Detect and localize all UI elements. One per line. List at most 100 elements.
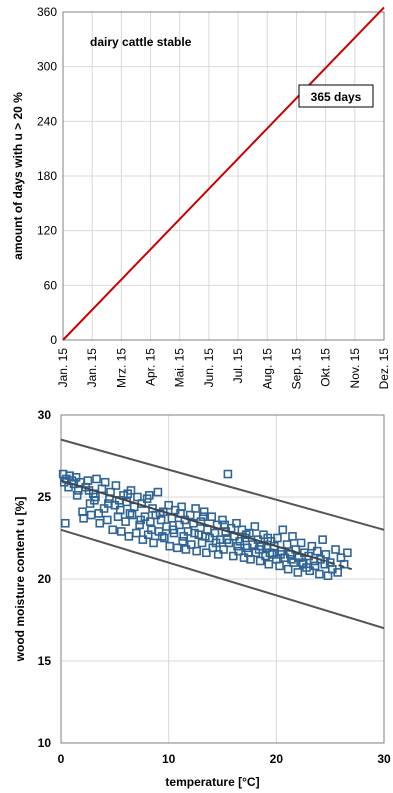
data-point xyxy=(276,550,285,559)
bottom-gridlines xyxy=(60,414,385,744)
data-point xyxy=(263,533,273,543)
data-point xyxy=(165,541,175,551)
data-point xyxy=(307,541,317,551)
callout-box: 365 days xyxy=(298,84,374,108)
data-point xyxy=(180,515,190,525)
data-point xyxy=(153,487,163,497)
data-point xyxy=(218,515,227,525)
data-point xyxy=(315,569,324,579)
top-y-axis-label: amount of days with u > 20 % xyxy=(11,92,25,260)
top-x-tick-label: Mrz. 15 xyxy=(114,348,128,388)
top-x-tick-label: Okt. 15 xyxy=(319,348,333,387)
top-x-tick-label: Jan. 15 xyxy=(56,348,70,388)
data-point xyxy=(115,505,125,515)
top-x-tick-label: Apr. 15 xyxy=(144,348,158,386)
top-x-tick-label: Dez. 15 xyxy=(377,348,391,390)
data-point xyxy=(186,540,196,549)
data-point xyxy=(246,555,255,564)
data-point xyxy=(154,527,164,536)
data-point xyxy=(235,536,245,546)
data-point xyxy=(310,561,320,571)
data-point xyxy=(318,535,327,544)
data-point xyxy=(221,527,231,536)
data-point xyxy=(183,527,193,536)
data-point xyxy=(267,550,277,559)
data-point xyxy=(280,553,290,562)
top-gridlines xyxy=(62,11,385,341)
top-plot-frame xyxy=(62,11,385,341)
data-point xyxy=(181,545,191,554)
data-point xyxy=(155,509,165,518)
data-point xyxy=(277,546,287,556)
bottom-x-tick-label: 0 xyxy=(58,752,65,766)
data-point xyxy=(259,530,268,540)
data-point xyxy=(175,520,184,530)
data-point xyxy=(256,541,266,551)
bound-lines xyxy=(60,438,385,630)
data-point xyxy=(287,555,296,564)
data-point xyxy=(213,550,223,559)
data-point xyxy=(167,514,177,523)
data-point xyxy=(78,507,87,517)
data-point xyxy=(316,555,325,564)
data-point xyxy=(148,504,157,513)
data-point xyxy=(142,494,152,503)
top-x-tick-label: Jun. 15 xyxy=(202,348,216,388)
data-point xyxy=(111,481,121,490)
data-point xyxy=(71,473,81,482)
data-point xyxy=(169,528,179,538)
data-point xyxy=(261,551,270,561)
data-point xyxy=(222,535,232,544)
top-x-tick-label: Aug. 15 xyxy=(260,348,274,390)
data-point xyxy=(343,548,352,558)
data-point xyxy=(108,525,117,535)
trend-line-dashed xyxy=(319,558,352,571)
top-chart: 0 60 120 180 240 300 360 Jan. 15 Jan. 15 Mrz. 15… xyxy=(11,5,391,390)
data-point xyxy=(265,548,275,558)
data-point xyxy=(220,520,229,530)
data-point xyxy=(253,535,263,544)
data-point xyxy=(208,543,218,553)
data-point xyxy=(262,543,271,553)
data-point xyxy=(160,533,169,543)
data-point xyxy=(233,541,242,551)
data-point xyxy=(251,548,261,558)
top-y-tick-label: 60 xyxy=(44,278,58,292)
data-point xyxy=(232,518,241,528)
data-point xyxy=(250,522,260,531)
data-point xyxy=(234,546,243,556)
top-y-tick-label: 120 xyxy=(37,224,57,238)
data-point xyxy=(223,469,233,479)
data-point xyxy=(205,533,214,543)
data-point xyxy=(226,523,236,533)
data-point xyxy=(325,558,335,567)
data-point xyxy=(123,489,133,499)
data-point xyxy=(124,532,134,541)
data-point xyxy=(89,489,98,499)
data-point xyxy=(132,528,141,538)
data-point xyxy=(305,566,315,576)
data-point xyxy=(121,517,130,526)
data-point xyxy=(100,477,110,487)
data-point xyxy=(133,492,142,502)
data-point xyxy=(105,494,114,503)
data-point xyxy=(255,556,265,566)
data-point xyxy=(149,538,158,548)
data-point xyxy=(176,509,185,518)
bottom-y-tick-label: 30 xyxy=(38,408,52,422)
data-point xyxy=(125,509,135,518)
data-point xyxy=(224,538,234,548)
data-point xyxy=(94,509,103,518)
bottom-y-tick-label: 15 xyxy=(38,654,52,668)
data-point xyxy=(81,482,91,492)
data-point xyxy=(211,538,221,548)
top-y-tick-label: 180 xyxy=(37,169,57,183)
data-point xyxy=(328,564,337,574)
data-point xyxy=(198,512,208,521)
top-x-tick-label: Jul. 15 xyxy=(231,348,245,384)
top-y-tick-label: 240 xyxy=(37,114,57,128)
data-point xyxy=(113,512,123,521)
data-point xyxy=(135,520,144,530)
data-point xyxy=(157,532,167,541)
data-point xyxy=(156,515,166,525)
